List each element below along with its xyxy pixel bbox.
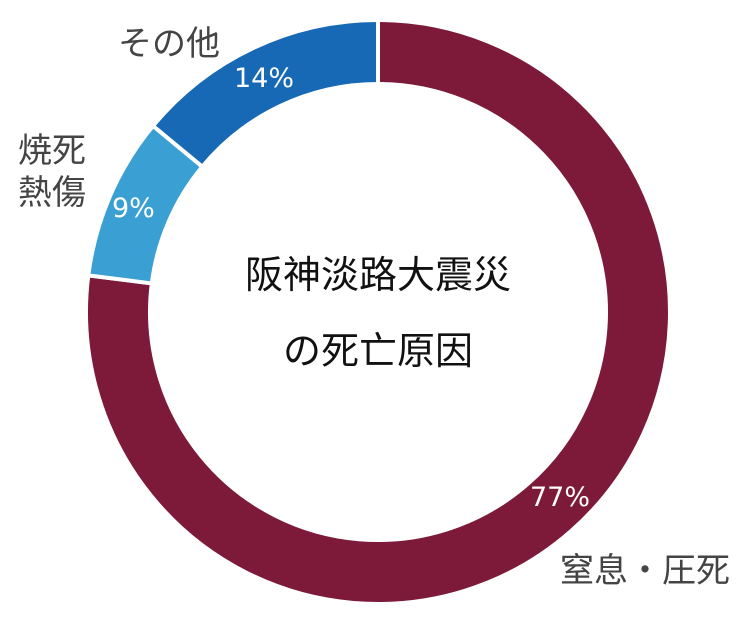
slice-label-other: その他 [118, 24, 220, 64]
slice-label-burn-line-1: 焼死 [18, 131, 86, 171]
slice-value-other: 14% [234, 63, 294, 94]
chart-title-line-2: の死亡原因 [283, 329, 473, 373]
donut-slices [84, 17, 672, 606]
slice-value-burn: 9% [112, 193, 155, 224]
slice-suffocation [84, 17, 672, 606]
slice-label-suffocation: 窒息・圧死 [560, 551, 730, 591]
slice-label-burn-line-2: 熱傷 [18, 173, 86, 213]
slice-other [150, 17, 380, 170]
slice-value-suffocation: 77% [530, 482, 590, 513]
chart-title-line-1: 阪神淡路大震災 [245, 253, 511, 297]
